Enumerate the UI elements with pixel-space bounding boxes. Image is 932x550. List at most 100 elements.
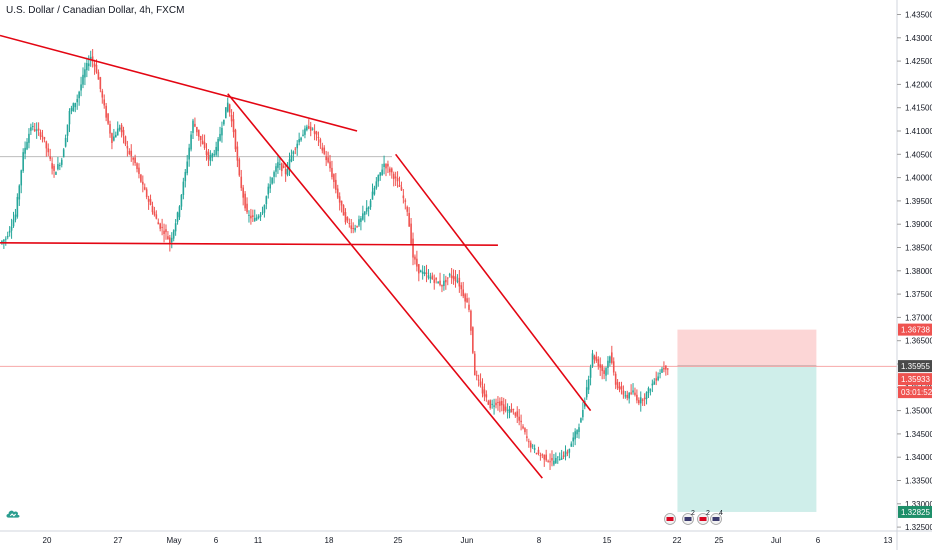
- up-candle: [624, 395, 627, 397]
- down-candle: [464, 294, 466, 302]
- down-candle: [524, 428, 526, 433]
- down-candle: [477, 379, 480, 381]
- tradingview-cloud-icon[interactable]: [4, 505, 22, 523]
- down-candle: [481, 386, 484, 394]
- up-candle: [589, 366, 592, 378]
- up-candle: [300, 137, 302, 141]
- up-candle: [265, 196, 268, 205]
- up-candle: [555, 458, 557, 464]
- up-candle: [572, 437, 575, 442]
- up-candle: [57, 164, 59, 170]
- us-flag-icon[interactable]: 4: [710, 510, 724, 525]
- down-candle: [452, 275, 455, 280]
- down-candle: [545, 454, 547, 461]
- down-candle: [99, 77, 102, 89]
- up-candle: [657, 376, 659, 380]
- trendline-4[interactable]: [395, 153, 592, 412]
- up-candle: [115, 134, 117, 138]
- trendline-3[interactable]: [227, 93, 543, 479]
- ca-flag-icon[interactable]: 2: [697, 510, 711, 525]
- up-candle: [419, 270, 422, 273]
- up-candle: [279, 163, 281, 165]
- up-candle: [556, 456, 559, 458]
- down-candle: [514, 412, 517, 416]
- down-candle: [470, 310, 472, 331]
- down-candle: [597, 359, 600, 367]
- down-candle: [294, 148, 297, 150]
- flag-field: [684, 517, 692, 521]
- up-candle: [66, 124, 69, 136]
- down-candle: [205, 150, 208, 155]
- up-candle: [215, 146, 217, 155]
- up-candle: [221, 127, 223, 136]
- down-candle: [169, 237, 171, 244]
- down-candle: [641, 399, 644, 401]
- down-candle: [236, 146, 239, 161]
- down-candle: [280, 163, 283, 172]
- ca-flag-icon[interactable]: [664, 513, 676, 525]
- down-candle: [228, 104, 231, 113]
- down-candle: [518, 416, 520, 421]
- down-candle: [157, 222, 160, 225]
- down-candle: [643, 397, 646, 400]
- time-tick-label: May: [166, 536, 181, 545]
- down-candle: [194, 123, 196, 127]
- time-tick-label: 13: [884, 536, 893, 545]
- down-candle: [595, 356, 598, 361]
- down-candle: [53, 165, 55, 171]
- up-candle: [20, 170, 23, 186]
- up-candle: [255, 217, 258, 220]
- up-candle: [263, 205, 266, 213]
- up-candle: [78, 91, 80, 99]
- down-candle: [325, 156, 327, 161]
- price-tick-label: 1.33500: [905, 477, 932, 486]
- stop-loss-zone[interactable]: [677, 329, 817, 367]
- up-candle: [172, 230, 175, 239]
- down-candle: [308, 126, 310, 129]
- down-candle: [435, 277, 437, 280]
- up-candle: [574, 431, 576, 440]
- down-candle: [441, 284, 443, 287]
- down-candle: [450, 275, 453, 278]
- down-candle: [149, 199, 152, 205]
- down-candle: [356, 225, 358, 227]
- trendline-2[interactable]: [0, 242, 498, 246]
- down-candle: [497, 402, 499, 404]
- trendline-1[interactable]: [0, 34, 358, 132]
- price-tick-label: 1.37000: [905, 313, 932, 322]
- down-candle: [526, 436, 528, 438]
- up-candle: [32, 126, 34, 128]
- down-candle: [105, 105, 107, 118]
- down-candle: [504, 406, 507, 411]
- down-candle: [122, 130, 125, 136]
- up-candle: [290, 155, 293, 162]
- up-candle: [275, 166, 277, 172]
- down-candle: [445, 279, 447, 283]
- up-candle: [493, 405, 495, 407]
- down-candle: [199, 135, 202, 141]
- up-candle: [354, 227, 356, 231]
- us-flag-icon[interactable]: 2: [682, 510, 696, 525]
- up-candle: [223, 119, 225, 125]
- up-candle: [257, 216, 260, 218]
- take-profit-zone[interactable]: [677, 366, 817, 512]
- down-candle: [614, 373, 617, 385]
- time-tick-label: 8: [537, 536, 542, 545]
- down-candle: [425, 272, 428, 275]
- event-count: 4: [719, 510, 723, 517]
- up-candle: [4, 238, 7, 240]
- down-candle: [487, 401, 490, 405]
- down-candle: [331, 167, 333, 178]
- down-candle: [389, 168, 391, 173]
- up-candle: [437, 281, 439, 284]
- up-candle: [190, 134, 192, 150]
- event-count: 2: [706, 510, 710, 517]
- down-candle: [620, 386, 623, 390]
- down-candle: [499, 401, 501, 406]
- up-candle: [267, 186, 270, 195]
- price-tick-label: 1.39000: [905, 220, 932, 229]
- up-candle: [288, 159, 291, 170]
- down-candle: [522, 426, 524, 429]
- down-candle: [124, 136, 127, 145]
